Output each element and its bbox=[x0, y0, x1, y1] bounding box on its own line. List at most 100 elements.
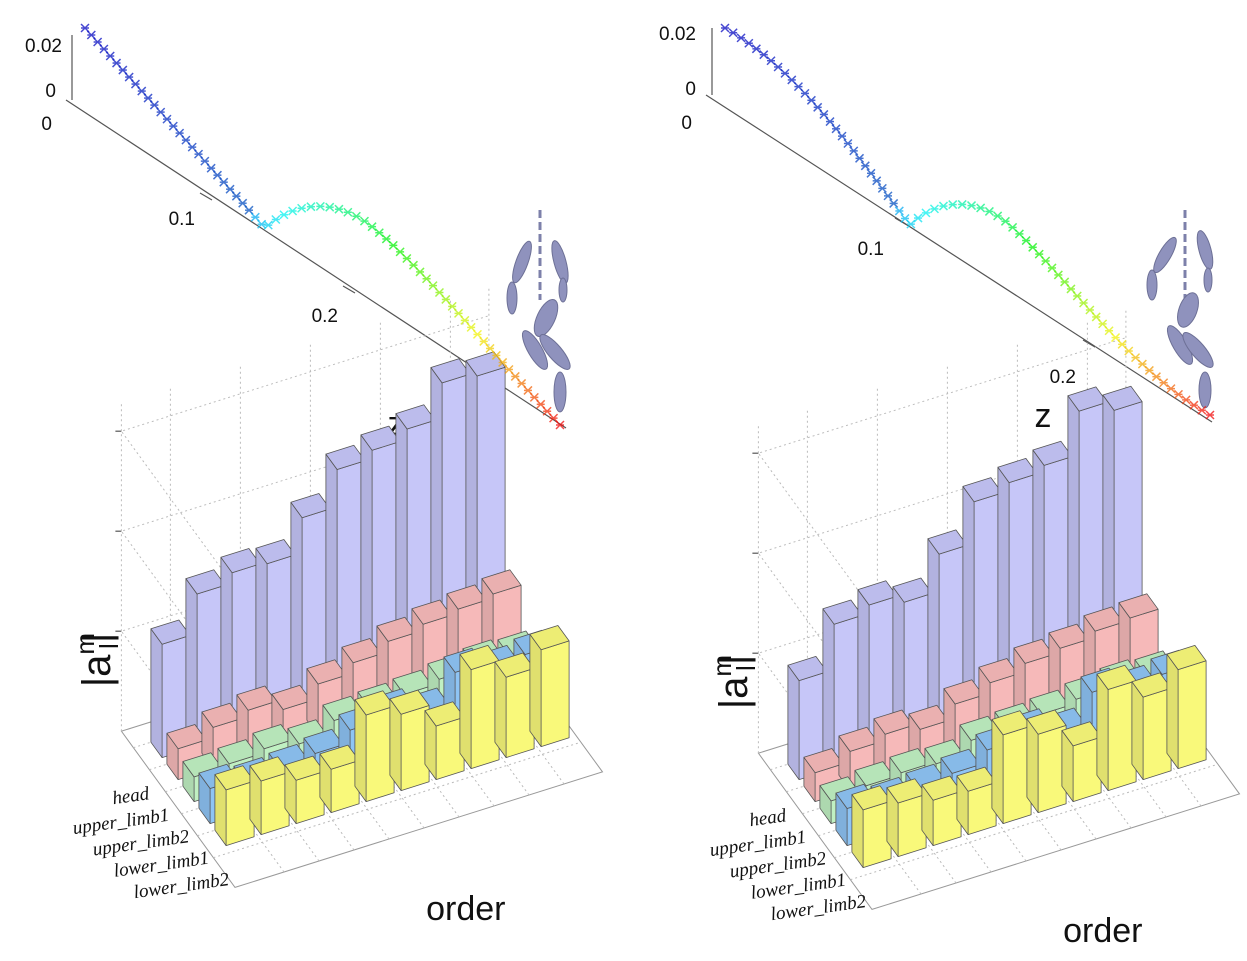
bar-top bbox=[851, 785, 892, 811]
bar-top bbox=[424, 701, 465, 727]
bar-top bbox=[857, 580, 898, 606]
tick-label: 0.2 bbox=[1050, 367, 1076, 388]
trajectory-marker bbox=[279, 210, 289, 220]
trajectory-marker bbox=[736, 33, 746, 43]
bar-top bbox=[494, 652, 535, 678]
trajectory-marker bbox=[921, 208, 931, 218]
bar bbox=[529, 625, 570, 747]
y-axis-label: |aml| bbox=[707, 655, 761, 709]
stick-figure bbox=[506, 210, 571, 413]
bar bbox=[150, 619, 191, 758]
bar-top bbox=[284, 755, 325, 781]
trajectory-marker bbox=[359, 216, 369, 226]
trajectory-marker bbox=[751, 44, 761, 54]
bar-top bbox=[873, 709, 914, 735]
bar bbox=[319, 744, 360, 813]
bar-top bbox=[185, 569, 226, 595]
trajectory-marker bbox=[402, 253, 412, 264]
trajectory-marker bbox=[957, 199, 967, 209]
trajectory-marker bbox=[825, 117, 835, 127]
trajectory-marker bbox=[837, 131, 847, 141]
bar-top bbox=[236, 685, 277, 711]
bar-top bbox=[1131, 672, 1172, 698]
bar-charts: headupper_limb1upper_limb2lower_limb1low… bbox=[70, 285, 1241, 950]
bar-top bbox=[271, 684, 312, 710]
trajectory-marker bbox=[966, 201, 977, 211]
bar-top bbox=[459, 645, 500, 670]
bar bbox=[459, 645, 500, 769]
trajectory-marker bbox=[759, 50, 769, 60]
bar-top bbox=[803, 748, 844, 774]
bar bbox=[892, 577, 933, 747]
bar-top bbox=[1067, 386, 1108, 412]
bar bbox=[921, 775, 962, 846]
bar-top bbox=[306, 659, 347, 685]
bar-side bbox=[822, 608, 835, 769]
trajectory-marker bbox=[325, 202, 335, 212]
bar-top bbox=[892, 577, 933, 603]
axis-tick bbox=[1082, 339, 1096, 348]
bar-side bbox=[150, 628, 163, 758]
trajectory-marker bbox=[929, 204, 939, 214]
bar-top bbox=[166, 724, 207, 750]
y-label-part: | bbox=[75, 633, 119, 643]
bar-top bbox=[991, 710, 1032, 736]
bar bbox=[1061, 721, 1102, 802]
bar-top bbox=[376, 616, 417, 642]
bar-top bbox=[395, 404, 436, 430]
bar-side bbox=[1026, 718, 1039, 813]
bar bbox=[354, 690, 395, 802]
x-axis-label: order bbox=[1063, 912, 1142, 950]
tick-label: 0 bbox=[681, 113, 692, 134]
bar-front bbox=[1177, 660, 1207, 769]
bar-top bbox=[255, 539, 296, 565]
bar-side bbox=[354, 699, 367, 802]
bar-top bbox=[997, 457, 1038, 484]
bar bbox=[886, 778, 927, 857]
grid-line bbox=[213, 741, 582, 859]
trajectory-marker bbox=[351, 211, 361, 221]
bar-top bbox=[940, 748, 981, 774]
bar bbox=[1096, 664, 1137, 791]
bar bbox=[214, 765, 255, 846]
trajectory-marker bbox=[976, 203, 986, 213]
trajectory-marker bbox=[855, 153, 865, 163]
bar-top bbox=[908, 704, 949, 730]
tick-label: 0.02 bbox=[659, 24, 696, 45]
bar-top bbox=[354, 690, 395, 716]
trajectory-marker bbox=[938, 201, 948, 211]
row-label: head bbox=[111, 783, 151, 809]
bar-side bbox=[459, 653, 472, 769]
bar-top bbox=[389, 689, 430, 715]
bar-top bbox=[217, 739, 258, 765]
bar-top bbox=[319, 744, 360, 770]
y-label-part: m bbox=[707, 655, 737, 677]
bar-top bbox=[303, 728, 344, 754]
y-label-part: | bbox=[712, 655, 756, 665]
bar-top bbox=[290, 493, 331, 519]
bar bbox=[494, 652, 535, 758]
bar-top bbox=[341, 638, 382, 664]
bar-top bbox=[529, 625, 570, 651]
bar bbox=[1026, 709, 1067, 813]
grid-line bbox=[850, 763, 1219, 881]
bar bbox=[956, 766, 997, 835]
trajectory-marker bbox=[1159, 378, 1169, 388]
trajectory-marker bbox=[1197, 405, 1207, 415]
bar-side bbox=[1096, 673, 1109, 791]
bar-top bbox=[962, 477, 1003, 503]
trajectory-marker bbox=[843, 138, 853, 149]
bar bbox=[249, 756, 290, 835]
bar-top bbox=[1026, 709, 1067, 735]
bar-top bbox=[252, 724, 293, 750]
bar-chart: headupper_limb1upper_limb2lower_limb1low… bbox=[70, 285, 604, 928]
bar-top bbox=[1102, 385, 1143, 411]
bar-top bbox=[249, 756, 290, 782]
trajectory-marker bbox=[334, 204, 344, 214]
bar-top bbox=[220, 548, 261, 574]
trajectory-marker bbox=[744, 38, 754, 48]
bar-top bbox=[854, 761, 895, 787]
bar-side bbox=[787, 664, 800, 780]
trajectory-marker bbox=[288, 206, 298, 216]
row-label: head bbox=[748, 805, 788, 831]
